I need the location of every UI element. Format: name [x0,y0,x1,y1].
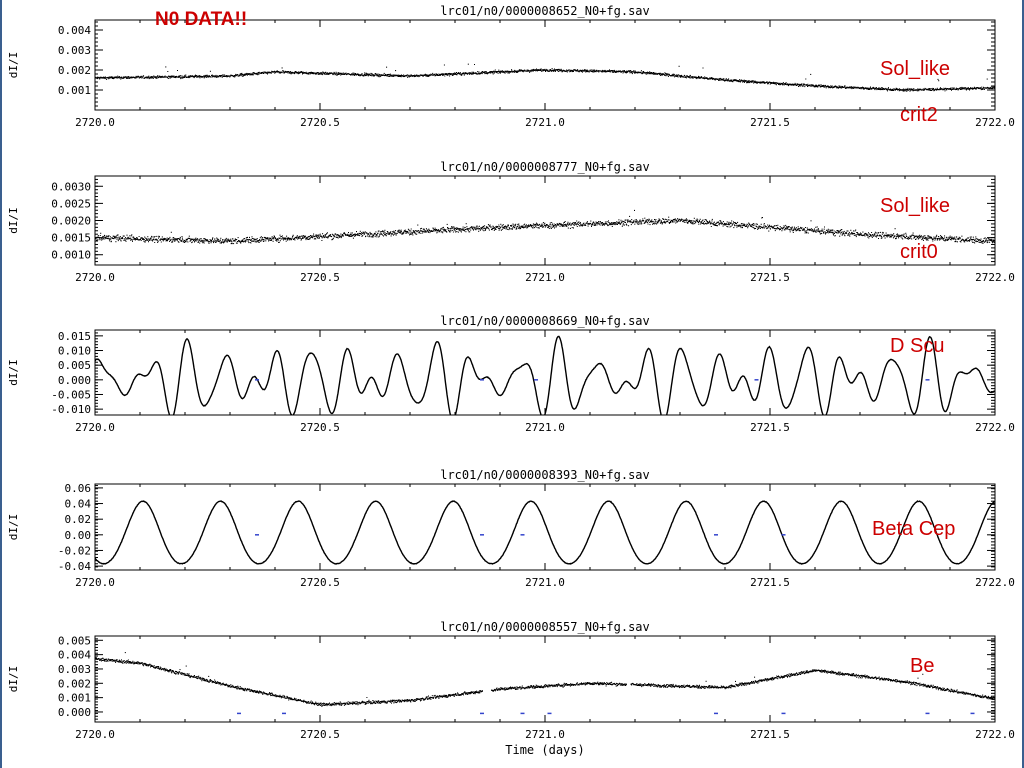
x-tick-label: 2720.0 [75,728,115,741]
x-axis-label: Time (days) [505,743,584,757]
data-points [95,63,995,92]
y-axis-label: dI/I [7,666,20,693]
y-axis-label: dI/I [7,52,20,79]
panel-4: lrc01/n0/0000008393_N0+fg.sav 2720.0 2720.… [7,468,1015,589]
x-tick-label: 2721.0 [525,421,565,434]
panel-title: lrc01/n0/0000008652_N0+fg.sav [440,4,650,18]
y-tick-label: 0.002 [58,64,91,77]
classification-label: crit2 [900,104,938,126]
y-tick-label: 0.0025 [51,197,91,210]
plot-frame [94,19,996,111]
plot-frame [94,635,996,723]
x-tick-label: 2722.0 [975,271,1015,284]
y-tick-label: 0.001 [58,692,91,705]
panel-3: lrc01/n0/0000008669_N0+fg.sav 2720.0 2720.… [7,314,1015,434]
x-tick-label: 2721.5 [750,421,790,434]
x-tick-label: 2721.5 [750,116,790,129]
x-tick-label: 2720.5 [300,116,340,129]
x-tick-label: 2720.5 [300,576,340,589]
x-tick-label: 2721.0 [525,576,565,589]
x-tick-label: 2722.0 [975,728,1015,741]
classification-label: Sol_like [880,58,950,80]
plot-frame [94,483,996,571]
y-tick-label: 0.02 [65,513,92,526]
y-tick-label: -0.010 [51,403,91,416]
y-tick-label: 0.003 [58,44,91,57]
y-axis-label: dI/I [7,359,20,386]
x-tick-label: 2720.0 [75,271,115,284]
line-series [95,335,995,415]
plot-frame [94,175,996,266]
panel-2: lrc01/n0/0000008777_N0+fg.sav 2720.0 2720.… [7,160,1015,284]
line-series [95,499,995,565]
y-tick-label: 0.001 [58,84,91,97]
classification-label: Beta Cep [872,518,955,540]
y-tick-label: 0.002 [58,677,91,690]
y-tick-label: 0.04 [65,498,92,511]
data-points [95,652,995,708]
y-tick-label: 0.004 [58,24,91,37]
y-tick-label: 0.0030 [51,180,91,193]
data-points [95,335,995,415]
classification-label: crit0 [900,241,938,263]
x-tick-label: 2722.0 [975,576,1015,589]
y-tick-label: 0.00 [65,529,92,542]
x-tick-label: 2720.5 [300,421,340,434]
x-tick-label: 2720.0 [75,116,115,129]
y-tick-label: 0.0020 [51,215,91,228]
scatter-series [95,63,995,92]
x-tick-label: 2720.5 [300,271,340,284]
data-points [95,209,995,245]
panel-title: lrc01/n0/0000008557_N0+fg.sav [440,620,650,634]
y-tick-label: 0.005 [58,634,91,647]
classification-label: Sol_like [880,195,950,217]
x-tick-label: 2721.0 [525,116,565,129]
x-tick-label: 2722.0 [975,116,1015,129]
y-tick-label: 0.010 [58,345,91,358]
y-tick-label: -0.005 [51,388,91,401]
y-tick-label: 0.005 [58,359,91,372]
panel-title: lrc01/n0/0000008777_N0+fg.sav [440,160,650,174]
y-tick-label: 0.003 [58,663,91,676]
x-tick-label: 2720.5 [300,728,340,741]
y-tick-label: -0.02 [58,544,91,557]
y-tick-label: 0.000 [58,706,91,719]
x-tick-label: 2721.0 [525,271,565,284]
scatter-series [95,652,995,708]
y-axis-label: dI/I [7,207,20,234]
panel-1: lrc01/n0/0000008652_N0+fg.sav 2720.0 2720.… [7,4,1015,129]
y-tick-label: 0.06 [65,482,92,495]
y-tick-label: 0.0015 [51,232,91,245]
y-tick-label: -0.04 [58,560,91,573]
x-tick-label: 2720.0 [75,421,115,434]
classification-label: D Scu [890,335,944,357]
x-tick-label: 2720.0 [75,576,115,589]
y-tick-label: 0.000 [58,374,91,387]
x-tick-label: 2721.5 [750,728,790,741]
y-axis-label: dI/I [7,514,20,541]
scatter-series [95,209,995,245]
y-tick-label: 0.015 [58,330,91,343]
x-tick-label: 2721.5 [750,271,790,284]
y-tick-label: 0.004 [58,649,91,662]
classification-label: Be [910,655,934,677]
y-tick-label: 0.0010 [51,249,91,262]
n0-data-heading: N0 DATA!! [155,9,248,30]
panel-title: lrc01/n0/0000008669_N0+fg.sav [440,314,650,328]
x-tick-label: 2722.0 [975,421,1015,434]
x-tick-label: 2721.0 [525,728,565,741]
x-tick-label: 2721.5 [750,576,790,589]
panel-5: lrc01/n0/0000008557_N0+fg.sav 2720.0 2720.… [7,620,1015,741]
left-border [0,0,2,768]
panel-title: lrc01/n0/0000008393_N0+fg.sav [440,468,650,482]
right-border [1022,0,1024,768]
data-points [95,499,995,565]
